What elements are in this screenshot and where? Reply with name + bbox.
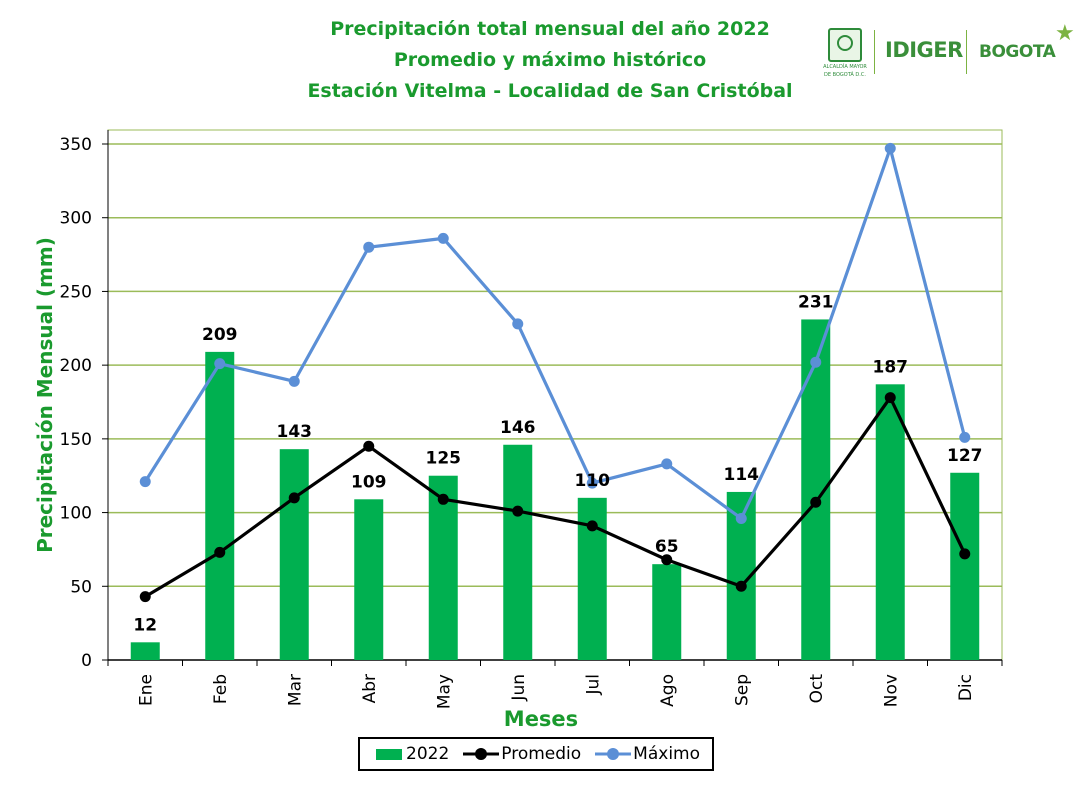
point-promedio-may <box>437 493 449 505</box>
bar-may <box>428 475 458 660</box>
x-tick-label: Ene <box>136 674 156 706</box>
bar-data-label: 109 <box>351 472 387 492</box>
x-axis-title: Meses <box>504 707 578 731</box>
bar-jun <box>503 444 533 660</box>
legend-item-promedio: Promedio <box>463 744 581 764</box>
black-line-marker-icon <box>463 748 500 760</box>
point-máximo-oct <box>810 356 822 368</box>
point-promedio-jun <box>512 505 524 517</box>
bar-data-label: 143 <box>277 422 313 442</box>
x-tick-label: Sep <box>732 674 752 706</box>
x-tick-label: Feb <box>211 674 231 704</box>
legend-label-2022: 2022 <box>406 744 450 764</box>
point-promedio-oct <box>810 496 822 508</box>
alcaldia-logo: ALCALDÍA MAYOR DE BOGOTÁ D.C. <box>820 28 870 78</box>
point-máximo-jul <box>586 477 598 489</box>
y-tick-label: 300 <box>60 209 92 229</box>
bar-abr <box>354 499 384 660</box>
logos-header: ALCALDÍA MAYOR DE BOGOTÁ D.C. IDIGER BOG… <box>820 20 1080 82</box>
point-promedio-jul <box>586 520 598 532</box>
alcaldia-text-1: ALCALDÍA MAYOR <box>823 64 867 70</box>
y-axis-title: Precipitación Mensual (mm) <box>33 237 57 553</box>
title-line-1: Precipitación total mensual del año 2022 <box>330 18 770 40</box>
point-máximo-mar <box>288 375 300 387</box>
idiger-logo: IDIGER <box>885 38 963 62</box>
blue-line-marker-icon <box>595 748 632 760</box>
x-tick-label: Jul <box>583 674 603 696</box>
point-máximo-sep <box>735 512 747 524</box>
legend: 2022 Promedio Máximo <box>358 737 714 771</box>
y-tick-label: 150 <box>60 430 92 450</box>
y-tick-label: 200 <box>60 356 92 376</box>
x-tick-label: May <box>434 674 454 709</box>
logo-divider <box>966 30 967 74</box>
point-máximo-abr <box>363 241 375 253</box>
y-tick-label: 50 <box>70 577 92 597</box>
star-icon: ★ <box>1055 20 1075 45</box>
point-promedio-feb <box>214 546 226 558</box>
x-tick-label: Nov <box>881 674 901 707</box>
point-máximo-feb <box>214 358 226 370</box>
point-máximo-nov <box>884 142 896 154</box>
point-promedio-sep <box>735 580 747 592</box>
bar-data-label: 127 <box>947 446 983 466</box>
chart-title: Precipitación total mensual del año 2022… <box>230 14 870 107</box>
bar-data-label: 110 <box>575 471 611 491</box>
bar-nov <box>875 384 905 660</box>
point-máximo-dic <box>959 431 971 443</box>
x-tick-label: Ago <box>658 674 678 707</box>
title-line-2: Promedio y máximo histórico <box>393 49 707 71</box>
point-promedio-dic <box>959 548 971 560</box>
legend-label-promedio: Promedio <box>501 744 582 764</box>
bar-feb <box>205 351 235 660</box>
alcaldia-seal-icon <box>828 28 862 62</box>
y-tick-label: 350 <box>60 135 92 155</box>
point-máximo-jun <box>512 318 524 330</box>
bar-data-label: 125 <box>426 449 462 469</box>
bar-dic <box>950 472 980 660</box>
bogota-logo: BOGOTA <box>979 42 1056 62</box>
point-promedio-mar <box>288 492 300 504</box>
bar-ene <box>130 642 160 660</box>
point-máximo-ago <box>661 458 673 470</box>
alcaldia-text-2: DE BOGOTÁ D.C. <box>824 72 866 78</box>
point-máximo-ene <box>139 476 151 488</box>
y-tick-label: 100 <box>60 504 92 524</box>
x-tick-label: Dic <box>956 674 976 701</box>
legend-label-maximo: Máximo <box>633 744 701 764</box>
bar-data-label: 146 <box>500 418 536 438</box>
bar-data-label: 65 <box>655 537 679 557</box>
x-tick-label: Abr <box>360 674 380 703</box>
bar-data-label: 209 <box>202 325 238 345</box>
point-promedio-ene <box>139 591 151 603</box>
x-tick-label: Jun <box>509 674 529 702</box>
bar-data-label: 12 <box>133 615 157 635</box>
y-tick-label: 0 <box>81 651 92 671</box>
legend-item-maximo: Máximo <box>595 744 700 764</box>
bar-mar <box>279 449 309 660</box>
series-line-promedio <box>144 395 967 598</box>
bar-data-label: 114 <box>724 465 760 485</box>
series-line-máximo <box>143 146 967 521</box>
x-tick-label: Oct <box>807 674 827 704</box>
point-promedio-nov <box>884 392 896 404</box>
x-tick-label: Mar <box>285 674 305 706</box>
point-promedio-abr <box>363 440 375 452</box>
bar-ago <box>652 564 682 660</box>
logo-divider <box>874 30 875 74</box>
point-máximo-may <box>437 232 449 244</box>
bar-data-label: 231 <box>798 292 834 312</box>
bar-swatch-icon <box>376 748 402 760</box>
title-line-3: Estación Vitelma - Localidad de San Cris… <box>307 80 793 102</box>
point-promedio-ago <box>661 554 673 566</box>
bar-data-label: 187 <box>873 357 909 377</box>
legend-item-2022: 2022 <box>376 744 449 764</box>
y-tick-label: 250 <box>60 282 92 302</box>
